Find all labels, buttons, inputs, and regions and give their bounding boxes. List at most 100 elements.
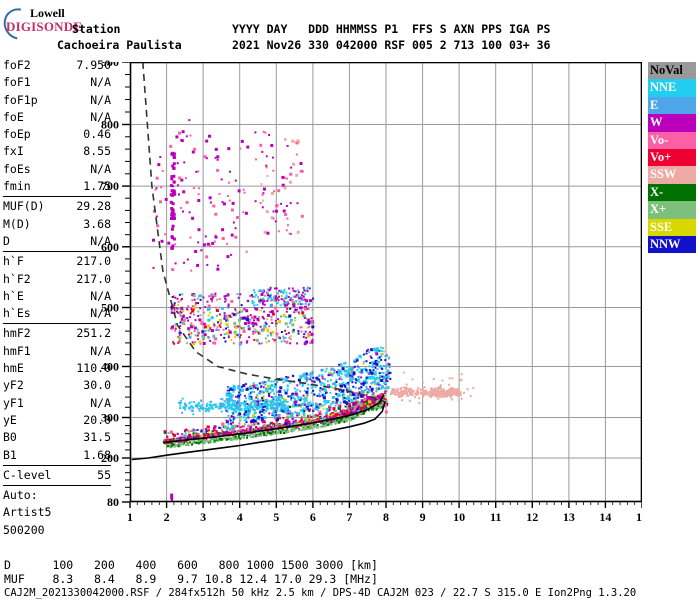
param-value: 1.68 [83,447,111,462]
param-row: MUF(D) 29.28 [3,198,111,215]
param-value: N/A [90,161,111,176]
param-key: foE [3,109,24,124]
param-key: h`Es [3,306,31,321]
legend-label: NNE [650,80,677,95]
legend-item-vo-plus[interactable]: Vo+ [648,148,696,167]
param-row-clevel: C-level 55 [3,467,111,484]
legend-label: X- [650,184,664,199]
param-value: 1.75 [83,179,111,194]
param-key: hmE [3,361,24,376]
param-value: N/A [90,92,111,107]
station-label: Station [72,22,121,36]
param-value: 31.5 [83,430,111,445]
legend-item-nne[interactable]: NNE [648,79,696,97]
param-row: fxI 8.55 [3,143,111,160]
param-value: 0.46 [83,127,111,142]
param-row: h`F2 217.0 [3,271,111,288]
param-row: h`E N/A [3,288,111,305]
param-row: B0 31.5 [3,429,111,446]
param-row: B1 1.68 [3,447,111,464]
param-value: N/A [90,75,111,90]
param-row: yE 20.0 [3,412,111,429]
param-key: M(D) [3,216,31,231]
legend-item-w[interactable]: W [648,114,696,132]
param-value: 7.950 [76,58,111,72]
auto-code: 500200 [3,522,45,537]
header-column-labels: YYYY DAY DDD HHMMSS P1 FFS S AXN PPS IGA… [232,22,551,36]
legend-label: Vo+ [650,149,672,164]
param-key: MUF(D) [3,199,45,214]
param-key: foF1 [3,75,31,90]
param-row: h`Es N/A [3,305,111,322]
legend-item-sse[interactable]: SSE [648,218,696,236]
auto-algorithm: Artist5 [3,505,52,520]
param-key: yF2 [3,378,24,393]
legend-label: SSW [650,167,677,182]
legend-item-x-plus[interactable]: X+ [648,201,696,219]
param-value: 29.28 [76,199,111,214]
param-value: 110.0 [76,361,111,376]
param-divider [3,196,111,198]
header-column-values: 2021 Nov26 330 042000 RSF 005 2 713 100 … [232,38,551,52]
legend-item-x-minus[interactable]: X- [648,183,696,202]
param-row: hmE 110.0 [3,360,111,377]
param-row: yF1 N/A [3,395,111,412]
param-key: D [3,233,10,248]
param-key: yF1 [3,395,24,410]
digisonde-logo: Lowell DIGISONDE [0,2,96,46]
param-row: fmin 1.75 [3,178,111,195]
param-row: hmF2 251.2 [3,325,111,342]
param-divider [3,323,111,325]
param-row: foF1p N/A [3,92,111,109]
param-key: foEs [3,161,31,176]
legend-label: NoVal [650,63,683,77]
direction-legend: NoVal NNE E W Vo- Vo+ SSW X- X+ SSE NNW [648,62,696,254]
legend-label: NNW [650,236,681,251]
legend-item-nnw[interactable]: NNW [648,235,696,254]
param-row: M(D) 3.68 [3,216,111,233]
station-name: Cachoeira Paulista [57,38,182,52]
legend-item-ssw[interactable]: SSW [648,166,696,184]
param-row: foEs N/A [3,161,111,178]
param-key: hmF1 [3,343,31,358]
param-key: foF1p [3,92,38,107]
auto-label: Auto: [3,488,38,503]
param-row: D N/A [3,233,111,250]
param-row: hmF1 N/A [3,343,111,360]
parameter-panel: foF2 7.950 foF1 N/A foF1p N/A foE N/A foEp 0.… [3,57,111,539]
legend-item-e[interactable]: E [648,96,696,115]
param-value: 8.55 [83,144,111,159]
legend-label: Vo- [650,132,669,147]
param-key: hmF2 [3,326,31,341]
footer-distance-row: D 100 200 400 600 800 1000 1500 3000 [km… [4,558,378,572]
ionogram-plot[interactable]: 80 200 300 400 500 600 700 800 900 1 2 3 4 5 6 7 8 9 10 11 1… [100,62,642,534]
param-value: N/A [90,306,111,321]
param-value: 251.2 [76,326,111,341]
logo-lowell-text: Lowell [30,6,65,20]
param-row: h`F 217.0 [3,253,111,270]
param-value: 55 [97,467,111,482]
param-value: 30.0 [83,378,111,393]
param-divider [3,464,111,466]
param-key: h`F2 [3,271,31,286]
param-row: foE N/A [3,109,111,126]
legend-item-vo-minus[interactable]: Vo- [648,131,696,149]
footer-file-info: CAJ2M_2021330042000.RSF / 284fx512h 50 k… [4,587,637,599]
param-value: N/A [90,109,111,124]
param-value: N/A [90,343,111,358]
param-row: foEp 0.46 [3,126,111,143]
param-value: 217.0 [76,254,111,269]
param-key: h`E [3,288,24,303]
param-value: N/A [90,395,111,410]
legend-item-noval[interactable]: NoVal [648,62,696,80]
param-value: 20.0 [83,412,111,427]
param-row: yF2 30.0 [3,377,111,394]
param-key: foF2 [3,58,31,72]
param-key: h`F [3,254,24,269]
param-row: foF1 N/A [3,74,111,91]
legend-label: X+ [650,202,667,217]
param-value: 217.0 [76,271,111,286]
param-row: foF2 7.950 [3,57,111,74]
param-key: B0 [3,430,17,445]
param-key: C-level [3,467,52,482]
